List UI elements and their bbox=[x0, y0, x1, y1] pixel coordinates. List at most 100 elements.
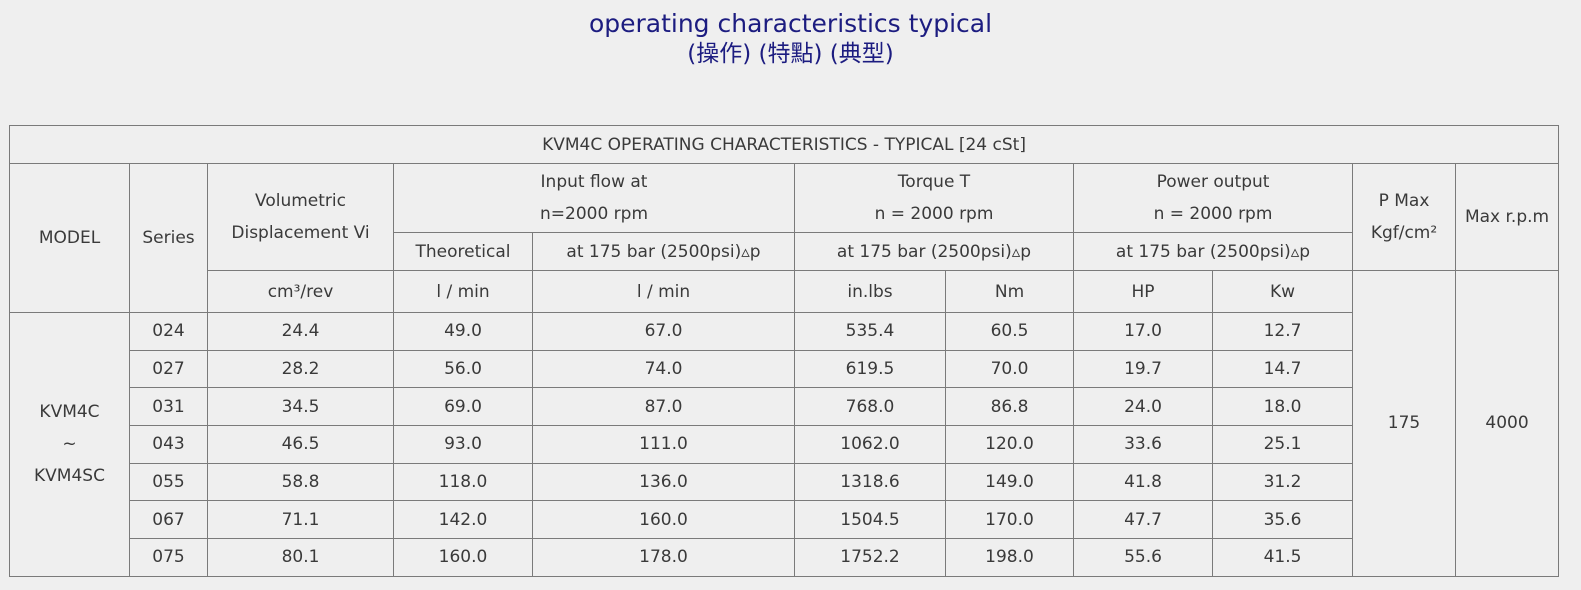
header-cell: P Max Kgf/cm² bbox=[1352, 163, 1456, 271]
data-cell: 24.4 bbox=[207, 312, 394, 351]
condition-cell: at 175 bar (2500psi)▵p bbox=[1073, 232, 1353, 271]
header-cell: MODEL bbox=[9, 163, 130, 313]
data-cell: 41.8 bbox=[1073, 462, 1213, 502]
data-cell: 136.0 bbox=[532, 462, 795, 502]
data-cell: 149.0 bbox=[945, 462, 1074, 502]
header-line: Volumetric bbox=[255, 191, 346, 211]
data-cell: 25.1 bbox=[1212, 425, 1353, 464]
unit-cell: in.lbs bbox=[794, 270, 946, 313]
data-cell: 34.5 bbox=[207, 387, 394, 427]
data-cell: 47.7 bbox=[1073, 500, 1213, 540]
header-cell: Torque T n = 2000 rpm bbox=[794, 163, 1074, 233]
p-max-cell: 175 bbox=[1352, 270, 1456, 577]
unit-cell: HP bbox=[1073, 270, 1213, 313]
title: operating characteristics typical bbox=[588, 9, 993, 38]
data-cell: 535.4 bbox=[794, 312, 946, 351]
data-cell: 71.1 bbox=[207, 500, 394, 540]
data-cell: 69.0 bbox=[393, 387, 533, 427]
header-line: Power output bbox=[1156, 172, 1270, 192]
data-row: 075 80.1 160.0 178.0 1752.2 198.0 55.6 41.5 bbox=[10, 538, 1559, 577]
header-line: Displacement Vi bbox=[231, 223, 370, 243]
header-line: Kgf/cm² bbox=[1370, 223, 1438, 243]
data-cell: 055 bbox=[129, 462, 208, 502]
data-cell: 027 bbox=[129, 349, 208, 389]
data-cell: 768.0 bbox=[794, 387, 946, 427]
data-cell: 12.7 bbox=[1212, 312, 1353, 351]
data-cell: 118.0 bbox=[393, 462, 533, 502]
data-cell: 1504.5 bbox=[794, 500, 946, 540]
data-row: KVM4C ~ KVM4SC 024 24.4 49.0 67.0 535.4 60.5 17.0… bbox=[9, 312, 1559, 577]
data-cell: 87.0 bbox=[532, 387, 795, 427]
header-cell: Max r.p.m bbox=[1454, 163, 1560, 271]
data-cell: 67.0 bbox=[532, 312, 795, 351]
data-cell: 28.2 bbox=[207, 349, 394, 389]
header-cell: Power output n = 2000 rpm bbox=[1073, 163, 1353, 233]
max-rpm-cell: 4000 bbox=[1454, 270, 1560, 577]
unit-cell: l / min bbox=[532, 270, 795, 313]
data-cell: 1318.6 bbox=[794, 462, 946, 502]
table-caption: KVM4C OPERATING CHARACTERISTICS - TYPICA… bbox=[8, 125, 1560, 164]
model-line: ~ bbox=[62, 434, 77, 455]
data-cell: 067 bbox=[129, 500, 208, 540]
data-cell: 80.1 bbox=[207, 538, 394, 577]
data-cell: 74.0 bbox=[532, 349, 795, 389]
data-cell: 86.8 bbox=[945, 387, 1074, 427]
data-cell: 14.7 bbox=[1212, 349, 1353, 389]
data-cell: 024 bbox=[129, 312, 208, 351]
data-cell: 58.8 bbox=[207, 462, 394, 502]
subtitle: (操作) (特點) (典型) bbox=[687, 41, 894, 67]
data-cell: 24.0 bbox=[1073, 387, 1213, 427]
data-cell: 33.6 bbox=[1073, 425, 1213, 464]
unit-cell: cm³/rev bbox=[207, 270, 394, 313]
header-line: n = 2000 rpm bbox=[874, 204, 994, 224]
model-line: KVM4C bbox=[39, 402, 100, 423]
condition-cell: Theoretical bbox=[393, 232, 533, 271]
data-cell: 075 bbox=[129, 538, 208, 577]
data-cell: 043 bbox=[129, 425, 208, 464]
header-cell: Series bbox=[129, 163, 208, 313]
header-line: Torque T bbox=[897, 172, 971, 192]
data-cell: 619.5 bbox=[794, 349, 946, 389]
data-row: 027 28.2 56.0 74.0 619.5 70.0 19.7 14.7 bbox=[10, 349, 1559, 389]
data-row: 067 71.1 142.0 160.0 1504.5 170.0 47.7 35.6 bbox=[10, 500, 1559, 540]
data-cell: 111.0 bbox=[532, 425, 795, 464]
spec-table: KVM4C OPERATING CHARACTERISTICS - TYPICA… bbox=[8, 125, 1560, 577]
data-cell: 18.0 bbox=[1212, 387, 1353, 427]
data-cell: 170.0 bbox=[945, 500, 1074, 540]
header-line: n = 2000 rpm bbox=[1153, 204, 1273, 224]
data-cell: 17.0 bbox=[1073, 312, 1213, 351]
data-row: 055 58.8 118.0 136.0 1318.6 149.0 41.8 31.2 bbox=[10, 462, 1559, 502]
unit-cell: Kw bbox=[1212, 270, 1353, 313]
data-cell: 160.0 bbox=[532, 500, 795, 540]
model-line: KVM4SC bbox=[34, 466, 105, 487]
header-cell: Volumetric Displacement Vi bbox=[207, 163, 394, 271]
data-cell: 46.5 bbox=[207, 425, 394, 464]
data-cell: 19.7 bbox=[1073, 349, 1213, 389]
data-row: 031 34.5 69.0 87.0 768.0 86.8 24.0 18.0 bbox=[10, 387, 1559, 427]
data-cell: 49.0 bbox=[393, 312, 533, 351]
unit-cell: l / min bbox=[393, 270, 533, 313]
data-cell: 93.0 bbox=[393, 425, 533, 464]
data-cell: 120.0 bbox=[945, 425, 1074, 464]
data-cell: 41.5 bbox=[1212, 538, 1353, 577]
data-cell: 160.0 bbox=[393, 538, 533, 577]
header-line: P Max bbox=[1378, 191, 1430, 211]
header-line: n=2000 rpm bbox=[539, 204, 649, 224]
data-cell: 35.6 bbox=[1212, 500, 1353, 540]
data-cell: 60.5 bbox=[945, 312, 1074, 351]
data-cell: 198.0 bbox=[945, 538, 1074, 577]
data-row: 043 46.5 93.0 111.0 1062.0 120.0 33.6 25.1 bbox=[10, 425, 1559, 464]
data-cell: 70.0 bbox=[945, 349, 1074, 389]
data-cell: 178.0 bbox=[532, 538, 795, 577]
data-cell: 56.0 bbox=[393, 349, 533, 389]
data-cell: 1752.2 bbox=[794, 538, 946, 577]
data-cell: 142.0 bbox=[393, 500, 533, 540]
data-cell: 55.6 bbox=[1073, 538, 1213, 577]
condition-cell: at 175 bar (2500psi)▵p bbox=[794, 232, 1074, 271]
data-cell: 031 bbox=[129, 387, 208, 427]
data-cell: 1062.0 bbox=[794, 425, 946, 464]
data-cell: 31.2 bbox=[1212, 462, 1353, 502]
header-cell: Input flow at n=2000 rpm bbox=[393, 163, 795, 233]
model-cell: KVM4C ~ KVM4SC bbox=[9, 312, 130, 577]
